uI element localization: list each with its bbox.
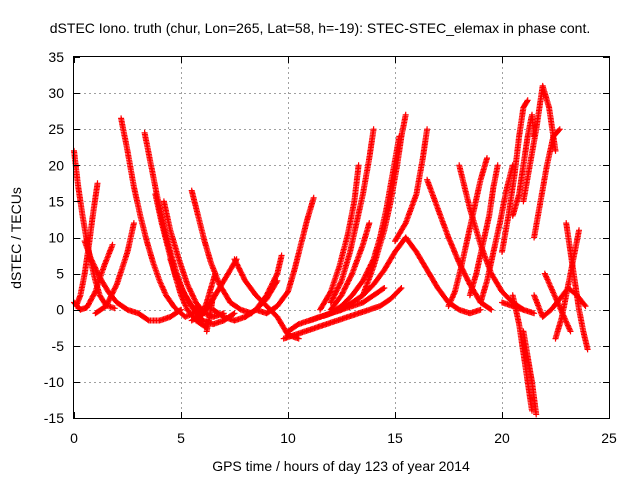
y-axis-label: dSTEC / TECUs	[8, 187, 24, 289]
series-pass-42	[541, 270, 574, 335]
series-pass-32	[477, 162, 516, 306]
y-tick-label: -5	[52, 338, 65, 354]
series-pass-3	[81, 238, 184, 324]
data-point-markers	[392, 126, 431, 245]
data-point-markers	[327, 126, 377, 306]
data-point-markers	[520, 82, 559, 205]
series-pass-36	[531, 126, 563, 241]
data-point-markers	[118, 115, 206, 320]
x-tick-label: 20	[494, 430, 510, 446]
y-tick-label: 25	[48, 121, 64, 137]
x-tick-label: 10	[280, 430, 296, 446]
data-point-markers	[359, 111, 409, 299]
data-point-markers	[563, 220, 591, 353]
x-tick-label: 5	[177, 430, 185, 446]
data-point-markers	[477, 162, 516, 306]
series-pass-30	[445, 155, 490, 310]
data-point-markers	[466, 162, 501, 299]
data-point-markers	[499, 97, 531, 255]
data-point-markers	[541, 270, 574, 335]
y-tick-label: 15	[48, 193, 64, 209]
series-pass-4	[92, 220, 137, 317]
series-pass-33	[499, 97, 531, 255]
data-point-markers	[252, 194, 317, 317]
series-pass-17	[280, 285, 405, 342]
x-tick-label: 0	[70, 430, 78, 446]
data-marks	[71, 82, 591, 418]
data-point-markers	[317, 162, 362, 313]
y-tick-label: 0	[56, 302, 64, 318]
series-pass-26	[392, 126, 431, 245]
data-point-markers	[92, 220, 137, 317]
series-pass-13	[188, 187, 255, 317]
y-tick-label: -15	[44, 410, 64, 426]
data-point-markers	[499, 299, 538, 317]
series-pass-41	[563, 220, 591, 353]
x-tick-label: 15	[387, 430, 403, 446]
y-tick-label: -10	[44, 374, 64, 390]
data-point-markers	[531, 126, 563, 241]
x-tick-labels: 0 5 10 15 20 25	[70, 430, 617, 446]
series-pass-38	[520, 328, 540, 418]
series-pass-24	[317, 162, 362, 313]
y-tick-label: 20	[48, 157, 64, 173]
data-point-markers	[188, 187, 255, 317]
series-pass-43	[499, 299, 538, 317]
chart-title: dSTEC Iono. truth (chur, Lon=265, Lat=58…	[50, 20, 590, 36]
data-point-markers	[188, 256, 240, 324]
series-pass-35	[520, 82, 559, 205]
y-tick-label: 10	[48, 230, 64, 246]
data-point-markers	[520, 328, 540, 418]
data-point-markers	[280, 285, 405, 342]
axis-ticks	[74, 57, 610, 419]
series-pass-34	[509, 111, 538, 219]
y-tick-label: 35	[48, 49, 64, 65]
y-tick-label: 5	[56, 266, 64, 282]
data-point-markers	[509, 111, 538, 219]
series-pass-22	[327, 220, 373, 313]
x-tick-label: 25	[601, 430, 617, 446]
y-tick-labels: -15 -10 -5 0 5 10 15 20 25 30 35	[44, 49, 64, 426]
series-pass-18	[252, 194, 317, 317]
data-point-markers	[327, 220, 373, 313]
series-pass-5	[118, 115, 206, 320]
data-point-markers	[445, 155, 490, 310]
x-axis-label: GPS time / hours of day 123 of year 2014	[212, 458, 470, 474]
data-point-markers	[81, 238, 184, 324]
series-pass-25	[359, 111, 409, 299]
plot-frame	[73, 56, 610, 419]
series-pass-31	[466, 162, 501, 299]
y-tick-label: 30	[48, 85, 64, 101]
series-pass-23	[327, 126, 377, 306]
series-pass-12	[188, 256, 240, 324]
